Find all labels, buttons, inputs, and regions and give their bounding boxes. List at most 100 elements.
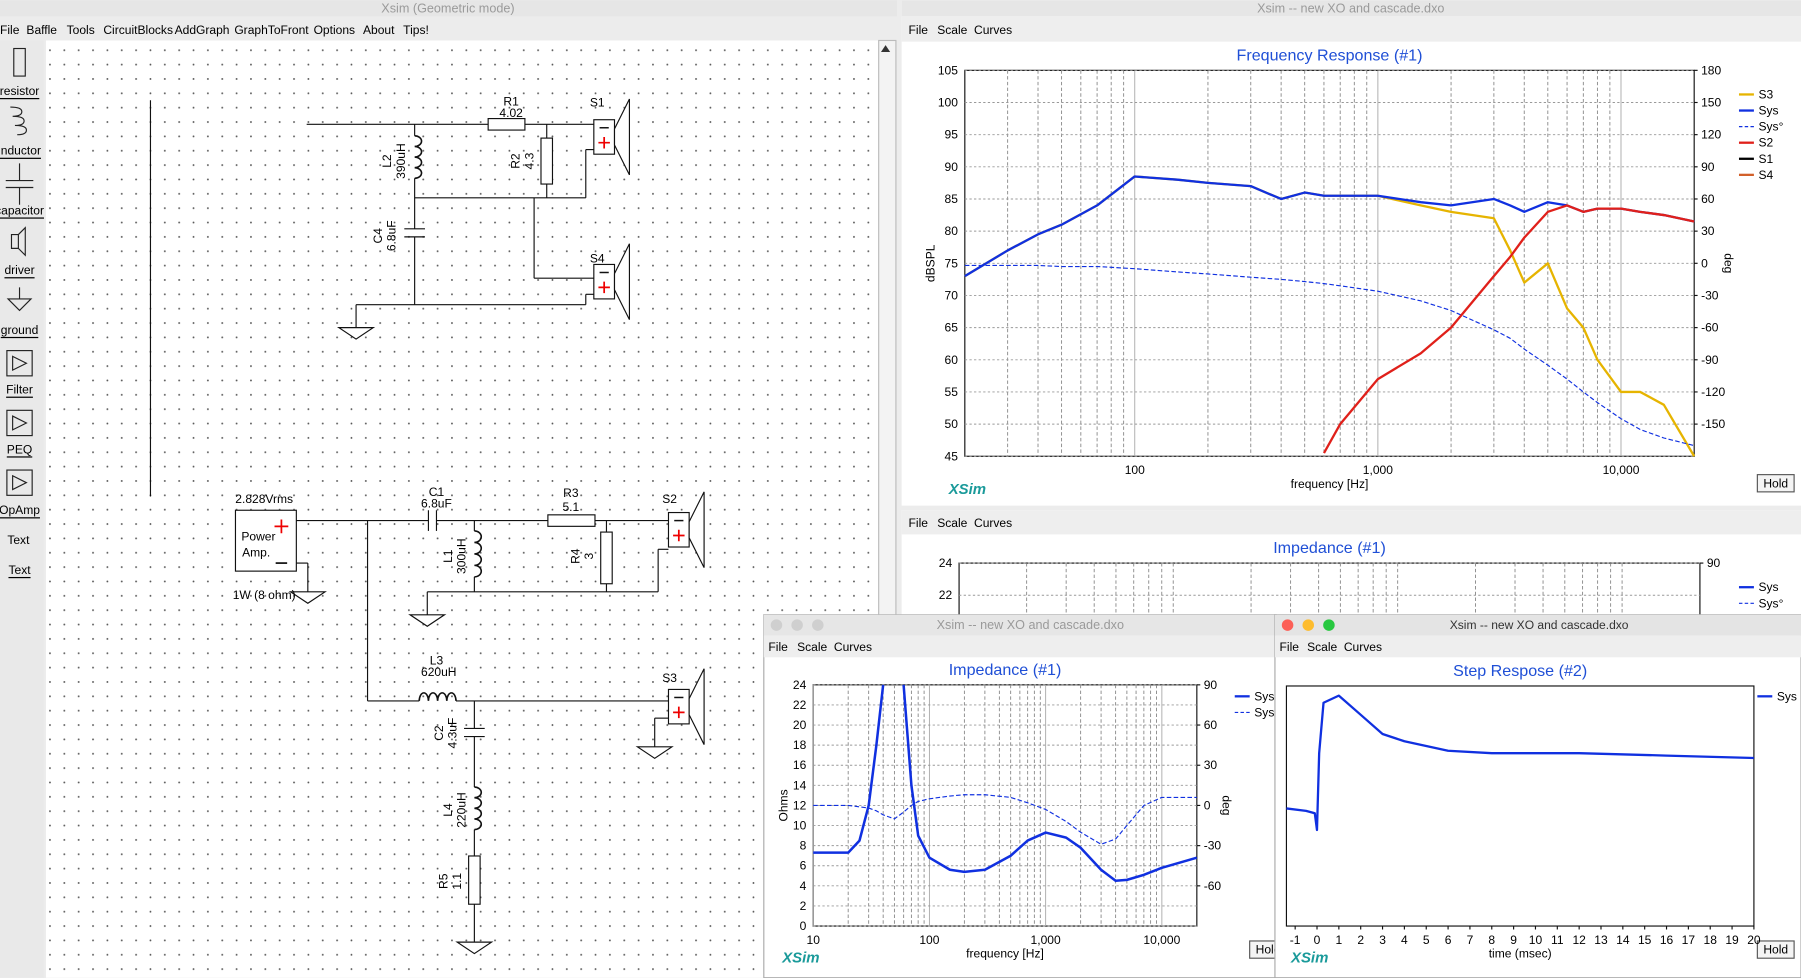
y-axis-label: dBSPL — [923, 244, 937, 282]
y-tick-label: 60 — [945, 353, 959, 367]
tool-icon[interactable] — [12, 474, 28, 491]
menu-item[interactable]: File — [1280, 640, 1300, 654]
menu-item[interactable]: About — [363, 23, 395, 37]
menu-item[interactable]: GraphToFront — [234, 23, 309, 37]
minimize-button[interactable] — [791, 619, 803, 631]
menu-item[interactable]: CircuitBlocks — [103, 23, 173, 37]
canvas[interactable] — [45, 40, 879, 978]
menu-item[interactable]: AddGraph — [175, 23, 230, 37]
menu-item[interactable]: Scale — [937, 23, 967, 37]
tool-icon[interactable] — [6, 350, 33, 377]
plot-area — [812, 684, 1198, 927]
zoom-button[interactable] — [812, 619, 824, 631]
hold-label[interactable]: Hold — [1763, 943, 1788, 957]
hold-button[interactable] — [1756, 474, 1795, 493]
menu-item[interactable]: File — [909, 516, 929, 530]
y-tick-label: 95 — [945, 128, 959, 142]
menu-item[interactable]: File — [909, 23, 929, 37]
menu-item[interactable]: Curves — [974, 516, 1012, 530]
chart-title: Step Respose (#2) — [1453, 662, 1587, 680]
tool-label[interactable]: capacitor — [0, 203, 44, 217]
impedance-window: Xsim -- new XO and cascade.dxo XSim Hold… — [763, 614, 1288, 978]
component-label: L4 — [441, 803, 455, 817]
close-button[interactable] — [770, 619, 783, 631]
legend-label: Sys — [1254, 689, 1274, 703]
menu-item[interactable]: Baffle — [26, 23, 57, 37]
component-label: R4 — [568, 548, 582, 564]
x-axis-label: time (msec) — [1489, 947, 1552, 961]
menu-item[interactable]: Curves — [974, 23, 1012, 37]
tool-label[interactable]: Filter — [6, 383, 33, 397]
component-label: 620uH — [421, 665, 457, 679]
x-tick-label: 3 — [1379, 933, 1386, 947]
hold-button[interactable] — [1756, 940, 1795, 959]
minimize-button[interactable] — [1302, 619, 1314, 631]
zoom-button[interactable] — [1323, 619, 1335, 631]
legend-label: Sys° — [1759, 120, 1784, 134]
tool-icon[interactable] — [5, 163, 34, 205]
x-tick-label: 11 — [1551, 933, 1564, 947]
tool-label[interactable]: Text — [8, 563, 31, 577]
menu-bar — [901, 510, 1801, 535]
tool-label[interactable]: ground — [1, 323, 39, 337]
y2-tick-label: -60 — [1701, 321, 1719, 335]
tool-label[interactable]: resistor — [0, 84, 39, 98]
tool-icon[interactable] — [6, 469, 33, 496]
menu-item[interactable]: Tools — [67, 23, 95, 37]
series-line — [964, 264, 1695, 447]
tool-icon[interactable] — [12, 415, 28, 431]
tool-label[interactable]: OpAmp — [0, 503, 40, 517]
plot-area — [1285, 685, 1755, 927]
y-tick-label: 105 — [938, 63, 958, 77]
tool-icon[interactable] — [12, 355, 28, 372]
component-label: C4 — [371, 228, 385, 244]
scroll-arrow[interactable] — [880, 45, 891, 52]
close-button[interactable] — [1281, 619, 1294, 631]
tool-label[interactable]: driver — [4, 263, 34, 277]
component-label: 300uH — [455, 538, 469, 574]
x-tick-label: 1,000 — [1031, 933, 1061, 947]
y2-tick-label: 0 — [1204, 798, 1211, 812]
tool-icon[interactable] — [13, 47, 26, 77]
menu-item[interactable]: Curves — [1344, 640, 1382, 654]
x-tick-label: 13 — [1594, 933, 1608, 947]
menu-item[interactable]: File — [768, 640, 788, 654]
title-bar — [0, 0, 898, 17]
menu-item[interactable]: Scale — [1307, 640, 1337, 654]
title-bar — [763, 614, 1277, 636]
tool-icon[interactable] — [6, 287, 33, 312]
y2-axis-label: deg — [1220, 795, 1234, 815]
y2-tick-label: 30 — [1701, 224, 1715, 238]
component-label: S4 — [590, 252, 605, 266]
menu-item[interactable]: Curves — [834, 640, 872, 654]
tool-icon-text[interactable]: Text — [7, 533, 30, 547]
y-tick-label: 45 — [945, 449, 959, 463]
component — [234, 509, 297, 572]
x-tick-label: 100 — [919, 933, 939, 947]
menu-item[interactable]: File — [0, 23, 20, 37]
x-tick-label: 16 — [1660, 933, 1674, 947]
menu-item[interactable]: Scale — [937, 516, 967, 530]
menu-item[interactable]: Scale — [797, 640, 827, 654]
component-label: 3 — [582, 553, 596, 560]
ground — [288, 591, 327, 604]
menu-item[interactable]: Tips! — [403, 23, 429, 37]
y2-tick-label: 90 — [1707, 556, 1721, 570]
tool-label[interactable]: inductor — [0, 144, 41, 158]
window-title: Xsim -- new XO and cascade.dxo — [937, 618, 1124, 632]
y2-tick-label: -30 — [1701, 288, 1719, 302]
tool-icon[interactable] — [10, 226, 26, 257]
y-tick-label: 4 — [800, 879, 807, 893]
menu-item[interactable]: Options — [314, 23, 356, 37]
tool-icon[interactable] — [10, 106, 27, 136]
tool-label[interactable]: PEQ — [7, 442, 32, 456]
hold-label[interactable]: Hold — [1256, 943, 1281, 957]
series-line — [1286, 694, 1754, 832]
hold-label[interactable]: Hold — [1763, 476, 1788, 490]
tool-icon[interactable] — [6, 409, 33, 437]
y-tick-label: 85 — [945, 192, 959, 206]
chart-title: Impedance (#1) — [949, 661, 1062, 679]
y-tick-label: 22 — [793, 698, 807, 712]
legend-label: Sys° — [1759, 596, 1784, 610]
x-tick-label: 5 — [1423, 933, 1430, 947]
